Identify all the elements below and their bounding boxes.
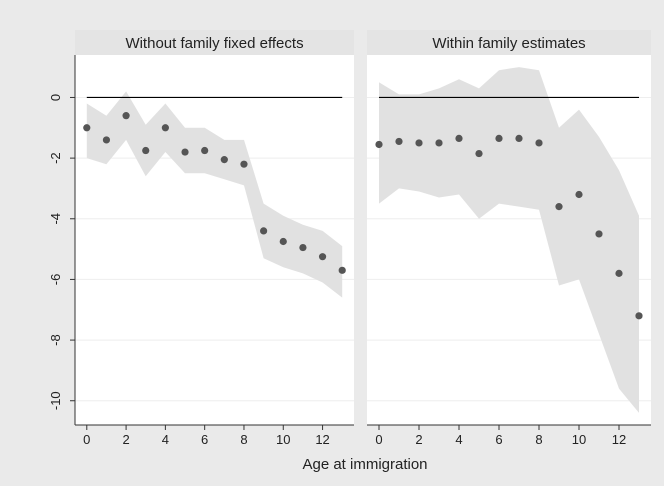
x-tick-label: 0 — [83, 432, 90, 447]
data-point — [535, 139, 543, 147]
confidence-band — [86, 91, 343, 298]
x-tick-label: 6 — [495, 432, 502, 447]
data-point — [575, 190, 583, 199]
y-tick-label: -8 — [48, 334, 63, 346]
data-point — [260, 227, 268, 235]
panel-title: Without family fixed effects — [125, 35, 303, 52]
data-point — [83, 124, 91, 132]
data-point — [615, 269, 623, 277]
data-point — [122, 112, 130, 120]
data-point — [415, 139, 423, 147]
data-point — [220, 156, 228, 164]
panel-2: Within family estimates 0 2 4 6 8 10 12 — [367, 30, 651, 447]
data-point — [102, 136, 111, 144]
x-axis-label: Age at immigration — [302, 456, 427, 473]
x-tick-label: 0 — [375, 432, 382, 447]
data-point — [595, 230, 603, 238]
data-point — [375, 140, 383, 149]
data-point — [299, 243, 307, 252]
x-tick-label: 6 — [201, 432, 208, 447]
x-tick-label: 4 — [455, 432, 462, 447]
x-tick-label: 2 — [122, 432, 129, 447]
x-tick-label: 10 — [276, 432, 290, 447]
panel-1: Without family fixed effects 0 2 4 6 8 10 12 — [75, 30, 354, 447]
data-point — [240, 160, 248, 168]
data-point — [515, 134, 523, 143]
y-tick-label: -6 — [48, 274, 63, 286]
x-tick-label: 12 — [315, 432, 329, 447]
confidence-band — [379, 67, 639, 413]
y-tick-label: -2 — [48, 152, 63, 164]
data-point — [201, 146, 209, 155]
x-tick-label: 2 — [415, 432, 422, 447]
y-tick-label: -10 — [48, 391, 63, 410]
data-point — [181, 148, 189, 156]
y-tick-label: -4 — [48, 213, 63, 225]
panel-title: Within family estimates — [432, 35, 585, 52]
data-point — [475, 149, 483, 158]
data-point — [555, 203, 563, 211]
panel-title-strip — [367, 30, 651, 55]
data-point — [395, 137, 403, 146]
x-tick-label: 8 — [535, 432, 542, 447]
x-tick-label: 12 — [612, 432, 626, 447]
data-point — [495, 134, 503, 143]
x-tick-label: 10 — [572, 432, 586, 447]
x-tick-label: 8 — [240, 432, 247, 447]
data-point — [435, 139, 443, 147]
y-tick-label: 0 — [48, 94, 63, 101]
data-point — [318, 253, 327, 261]
data-point — [161, 124, 169, 132]
data-point — [338, 266, 346, 274]
chart-panels: 0 -2 -4 -6 -8 -10 Without family fixed effects… — [48, 30, 651, 447]
x-tick-label: 4 — [162, 432, 169, 447]
data-point — [455, 134, 463, 143]
data-point — [635, 312, 643, 320]
data-point — [279, 237, 287, 246]
data-point — [142, 146, 150, 155]
panel-title-strip — [75, 30, 354, 55]
